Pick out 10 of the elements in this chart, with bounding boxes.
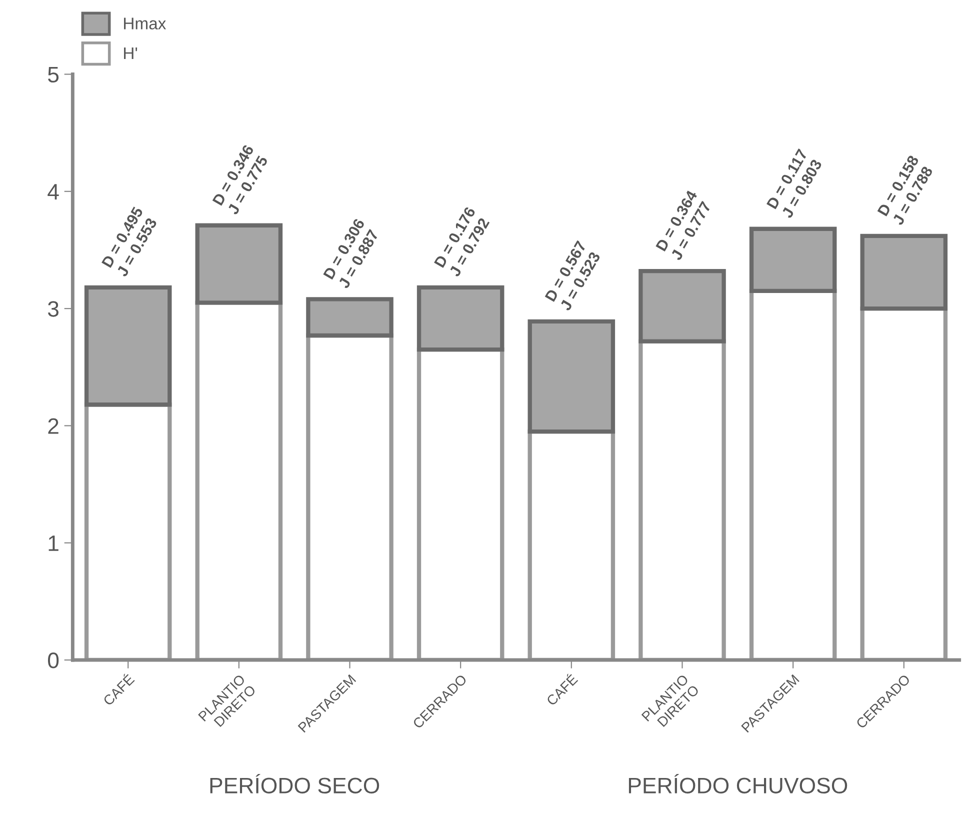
text: PERÍODO SECO [210,774,380,794]
y-tick-label: 3 [48,301,59,317]
y-tick-label: 1 [48,536,58,551]
y-tick-label: 4 [48,184,59,200]
y-tick-label: 5 [48,67,59,83]
legend-label: H' [124,48,138,59]
text: PERÍODO CHUVOSO [628,774,848,794]
y-tick-label: 2 [48,418,58,434]
y-tick-label: 0 [48,652,59,668]
legend-label: Hmax [124,18,166,30]
